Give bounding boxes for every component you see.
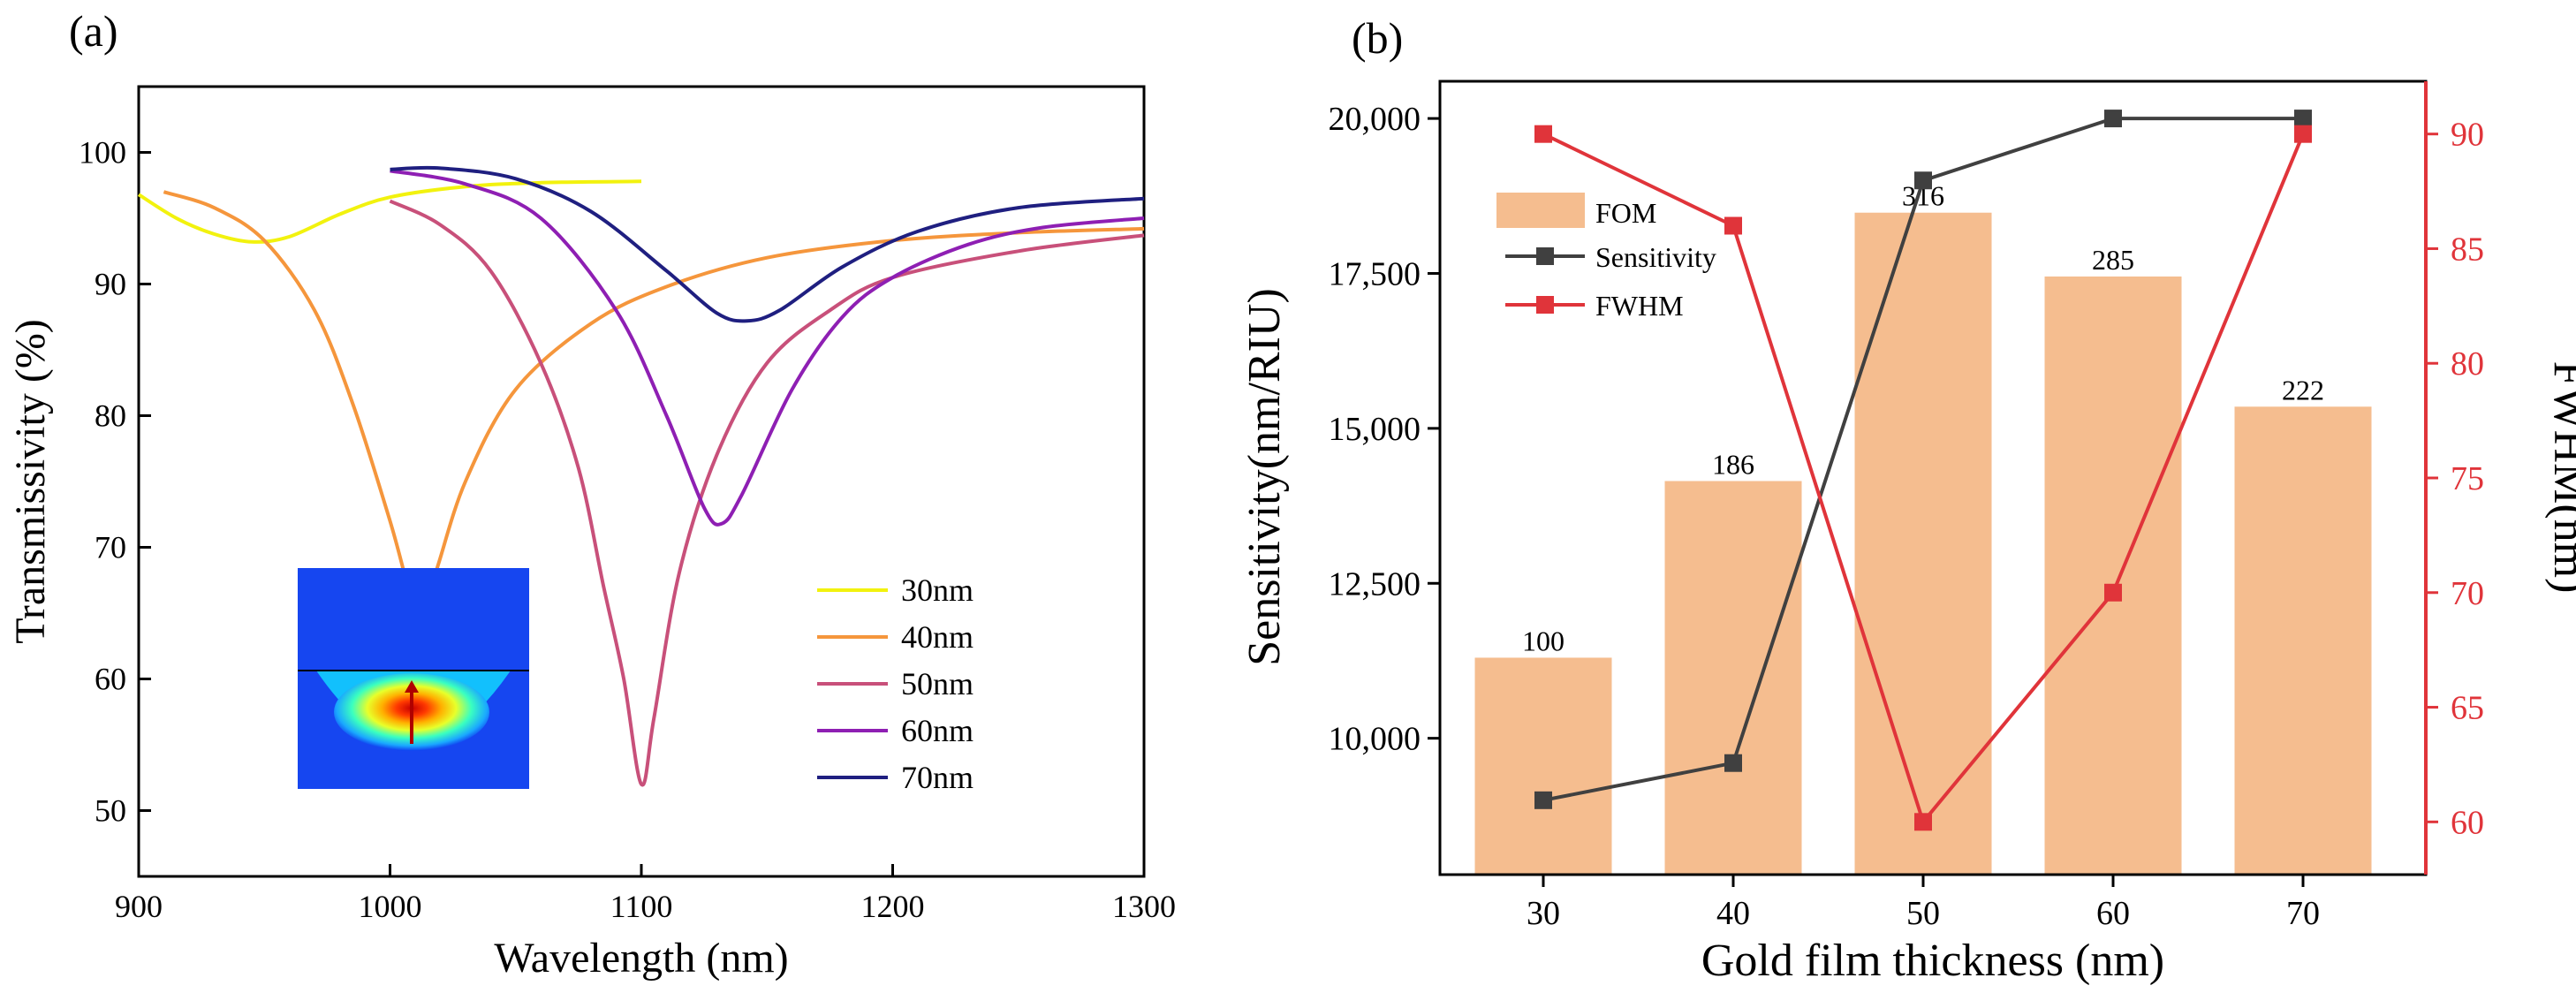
b-marker-Sensitivity xyxy=(2294,110,2312,128)
a-ytick-label: 90 xyxy=(95,267,126,302)
b-ytick-right-label: 70 xyxy=(2451,575,2484,612)
b-legend-label: FWHM xyxy=(1595,290,1684,322)
b-bar-fom xyxy=(2234,406,2372,875)
b-legend-label: FOM xyxy=(1595,197,1656,229)
b-bar-value-label: 222 xyxy=(2282,374,2324,406)
a-legend-label: 50nm xyxy=(901,666,974,701)
b-xtick-label: 60 xyxy=(2096,895,2130,932)
a-ytick-label: 60 xyxy=(95,662,126,697)
panel-b-legend: FOM Sensitivity FWHM xyxy=(1496,193,1716,322)
b-marker-FWHM xyxy=(2104,583,2122,602)
a-xtick-label: 1300 xyxy=(1112,889,1176,924)
b-legend-label: Sensitivity xyxy=(1595,241,1716,273)
b-ytick-label: 12,500 xyxy=(1329,565,1421,603)
panel-a-xlabel: Wavelength (nm) xyxy=(494,935,788,982)
b-marker-FWHM xyxy=(1534,125,1552,143)
a-legend-label: 60nm xyxy=(901,713,974,748)
b-bar-fom xyxy=(1664,481,1802,875)
b-bar-value-label: 186 xyxy=(1712,449,1754,481)
b-xtick-label: 40 xyxy=(1716,895,1750,932)
b-legend-swatch-marker xyxy=(1536,296,1554,314)
b-marker-Sensitivity xyxy=(1534,791,1552,809)
b-ytick-label: 15,000 xyxy=(1329,411,1421,448)
panel-a-label: (a) xyxy=(69,6,118,56)
b-ytick-label: 20,000 xyxy=(1329,101,1421,138)
a-series-line-30nm xyxy=(137,179,642,244)
b-bar-fom xyxy=(1474,657,1612,875)
b-ytick-right-label: 80 xyxy=(2451,345,2484,383)
a-series-line-50nm xyxy=(389,199,1145,787)
a-legend-label: 70nm xyxy=(901,760,974,795)
b-marker-Sensitivity xyxy=(1724,754,1742,772)
a-series-line-70nm xyxy=(390,165,1145,323)
a-ytick-label: 80 xyxy=(95,398,126,434)
b-marker-FWHM xyxy=(1724,216,1742,235)
b-ytick-right-label: 60 xyxy=(2451,804,2484,841)
b-marker-Sensitivity xyxy=(2104,110,2122,128)
a-xtick-label: 1000 xyxy=(359,889,422,924)
b-ytick-right-label: 65 xyxy=(2451,690,2484,727)
a-ytick-label: 50 xyxy=(95,793,126,829)
panel-a-plot-frame xyxy=(137,85,1146,878)
b-bar-fom xyxy=(2044,276,2182,875)
b-legend-swatch-marker xyxy=(1536,247,1554,265)
b-marker-FWHM xyxy=(1914,813,1932,831)
b-xtick-label: 50 xyxy=(1906,895,1940,932)
a-series-line-60nm xyxy=(390,169,1145,527)
a-xtick-label: 1100 xyxy=(610,889,673,924)
b-ytick-right-label: 85 xyxy=(2451,231,2484,268)
panel-a: (a) 900 1000 1100 1200 1300 50 60 70 80 90 100 xyxy=(7,6,1176,982)
b-bar-value-label: 285 xyxy=(2092,244,2134,276)
a-series-line-40nm xyxy=(163,190,1145,610)
b-ytick-right-label: 90 xyxy=(2451,117,2484,154)
panel-a-legend: 30nm 40nm 50nm 60nm 70nm xyxy=(817,572,974,795)
b-marker-FWHM xyxy=(2294,125,2312,143)
panel-b-ylabel-right: FWHM(nm) xyxy=(2544,361,2576,594)
b-legend-swatch-fom xyxy=(1496,193,1585,228)
b-bar-fom xyxy=(1854,212,1992,875)
a-ytick-label: 70 xyxy=(95,530,126,565)
b-xtick-label: 70 xyxy=(2286,895,2320,932)
panel-b-ylabel: Sensitivity(nm/RIU) xyxy=(1239,288,1290,666)
a-legend-label: 30nm xyxy=(901,572,974,608)
b-bar-value-label: 100 xyxy=(1522,625,1565,656)
inset-field-image xyxy=(298,568,529,789)
b-marker-Sensitivity xyxy=(1914,171,1932,190)
b-xtick-label: 30 xyxy=(1527,895,1560,932)
b-ytick-label: 10,000 xyxy=(1329,721,1421,758)
b-ytick-label: 17,500 xyxy=(1329,255,1421,292)
b-ytick-right-label: 75 xyxy=(2451,460,2484,497)
panel-a-ylabel: Transmissivity (%) xyxy=(7,319,54,644)
a-xtick-label: 1200 xyxy=(861,889,925,924)
a-xtick-label: 900 xyxy=(115,889,163,924)
panel-b-xlabel: Gold film thickness (nm) xyxy=(1701,936,2164,986)
a-ytick-label: 100 xyxy=(79,135,126,171)
panel-b-label: (b) xyxy=(1352,13,1403,63)
a-legend-label: 40nm xyxy=(901,619,974,655)
